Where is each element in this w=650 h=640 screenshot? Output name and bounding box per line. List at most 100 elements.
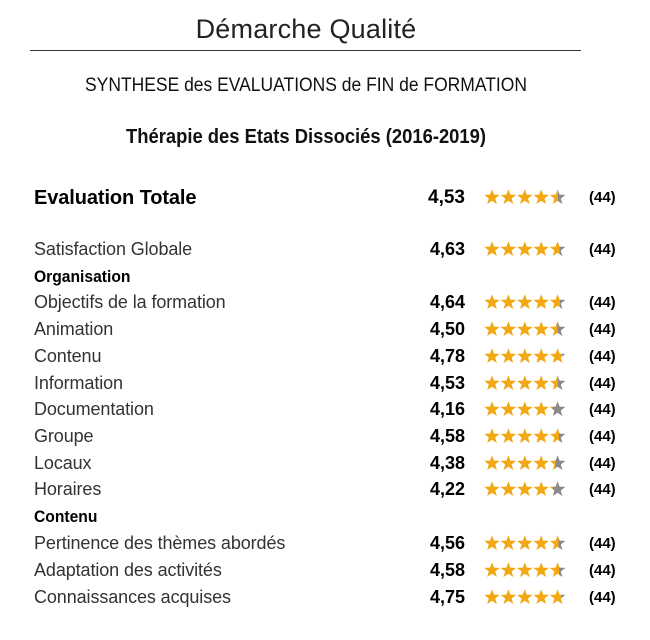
star-icon [484, 321, 500, 336]
star-icon [550, 375, 566, 390]
rating-row: Connaissances acquises 4,75 (44) [0, 587, 650, 613]
star-icon [533, 562, 549, 577]
star-icon [533, 294, 549, 309]
rating-score: 4,16 [430, 399, 465, 420]
star-icon [517, 321, 533, 336]
rating-row: Objectifs de la formation 4,64 (44) [0, 292, 650, 318]
rating-score: 4,38 [430, 453, 465, 474]
rating-label: Locaux [34, 453, 91, 474]
rating-label: Adaptation des activités [34, 560, 222, 581]
star-icon [533, 241, 549, 256]
rating-label: Connaissances acquises [34, 587, 231, 608]
response-count: (44) [589, 189, 616, 206]
rating-label: Evaluation Totale [34, 187, 196, 210]
star-icon [517, 294, 533, 309]
star-icon [550, 294, 566, 309]
star-icon [517, 241, 533, 256]
star-icon [533, 455, 549, 470]
star-icon [550, 348, 566, 363]
star-icon [501, 294, 517, 309]
star-rating-icon [484, 241, 566, 257]
rating-label: Pertinence des thèmes abordés [34, 533, 285, 554]
response-count: (44) [589, 535, 616, 552]
rating-label: Animation [34, 319, 113, 340]
star-icon [501, 535, 517, 550]
star-icon [484, 535, 500, 550]
star-icon [517, 455, 533, 470]
rating-row: Documentation 4,16 (44) [0, 399, 650, 425]
star-rating-icon [484, 294, 566, 310]
response-count: (44) [589, 401, 616, 418]
star-icon [501, 241, 517, 256]
star-icon [533, 321, 549, 336]
response-count: (44) [589, 428, 616, 445]
star-icon [550, 455, 566, 470]
star-icon [533, 375, 549, 390]
star-rating-icon [484, 348, 566, 364]
star-icon [484, 428, 500, 443]
rating-row-total: Evaluation Totale 4,53 (44) [0, 187, 650, 213]
star-icon [484, 401, 500, 416]
star-rating-icon [484, 481, 566, 497]
star-icon [501, 455, 517, 470]
star-icon [484, 348, 500, 363]
star-rating-icon [484, 321, 566, 337]
rating-row: Adaptation des activités 4,58 (44) [0, 560, 650, 586]
response-count: (44) [589, 455, 616, 472]
star-rating-icon [484, 562, 566, 578]
rating-score: 4,56 [430, 533, 465, 554]
star-icon [550, 401, 566, 416]
rating-score: 4,22 [430, 479, 465, 500]
response-count: (44) [589, 294, 616, 311]
star-rating-icon [484, 455, 566, 471]
star-icon [501, 321, 517, 336]
rating-row: Information 4,53 (44) [0, 373, 650, 399]
response-count: (44) [589, 348, 616, 365]
rating-score: 4,78 [430, 346, 465, 367]
rating-row: Locaux 4,38 (44) [0, 453, 650, 479]
star-icon [533, 535, 549, 550]
response-count: (44) [589, 589, 616, 606]
rating-score: 4,53 [430, 373, 465, 394]
rating-score: 4,63 [430, 239, 465, 260]
star-rating-icon [484, 428, 566, 444]
rating-label: Satisfaction Globale [34, 239, 192, 260]
star-icon [501, 189, 517, 204]
star-rating-icon [484, 375, 566, 391]
response-count: (44) [589, 241, 616, 258]
rating-label: Objectifs de la formation [34, 292, 226, 313]
rating-row: Horaires 4,22 (44) [0, 479, 650, 505]
response-count: (44) [589, 375, 616, 392]
star-icon [517, 481, 533, 496]
star-icon [484, 455, 500, 470]
section-heading-organisation: Organisation [34, 267, 130, 287]
rating-score: 4,58 [430, 560, 465, 581]
star-rating-icon [484, 401, 566, 417]
star-icon [550, 481, 566, 496]
star-icon [517, 562, 533, 577]
star-icon [550, 189, 566, 204]
star-icon [533, 401, 549, 416]
rating-label: Documentation [34, 399, 154, 420]
star-rating-icon [484, 589, 566, 605]
star-icon [484, 481, 500, 496]
rating-score: 4,64 [430, 292, 465, 313]
rating-row: Groupe 4,58 (44) [0, 426, 650, 452]
rating-label: Groupe [34, 426, 93, 447]
star-icon [484, 375, 500, 390]
response-count: (44) [589, 481, 616, 498]
star-icon [501, 375, 517, 390]
star-icon [533, 189, 549, 204]
star-icon [517, 348, 533, 363]
star-icon [533, 428, 549, 443]
star-icon [484, 189, 500, 204]
header-divider [30, 50, 581, 51]
header-title: Démarche Qualité [0, 14, 612, 45]
star-icon [533, 481, 549, 496]
rating-score: 4,53 [428, 187, 465, 209]
section-heading-contenu: Contenu [34, 507, 97, 527]
star-icon [484, 241, 500, 256]
star-icon [550, 428, 566, 443]
response-count: (44) [589, 562, 616, 579]
star-rating-icon [484, 189, 566, 205]
